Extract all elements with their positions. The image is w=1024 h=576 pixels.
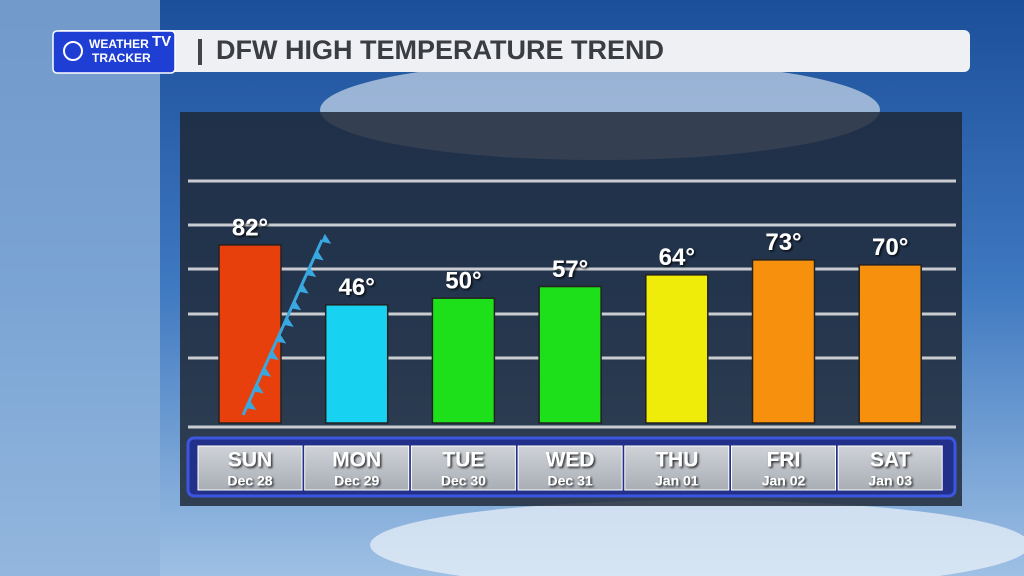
- day-cell: [837, 445, 943, 491]
- day-cell: [731, 445, 836, 491]
- front-barb: [253, 383, 264, 394]
- date-label: Dec 29: [334, 473, 379, 489]
- value-label: 64°: [659, 244, 695, 271]
- bar: [751, 259, 816, 424]
- front-barb: [313, 250, 324, 261]
- cold-front: [241, 233, 332, 416]
- value-label: 73°: [765, 229, 801, 256]
- header-bar: [55, 30, 970, 72]
- bar: [431, 297, 496, 424]
- logo-text: WEATHER: [89, 37, 149, 51]
- bar: [645, 274, 709, 424]
- value-label: 46°: [339, 274, 375, 301]
- date-label: Dec 30: [441, 473, 486, 489]
- day-cell: [624, 445, 730, 491]
- front-barb: [291, 300, 302, 311]
- value-label: 70°: [872, 234, 908, 261]
- chart-title: DFW HIGH TEMPERATURE TREND: [216, 35, 664, 65]
- logo-text: TRACKER: [92, 51, 151, 65]
- x-tick-label: WED: [546, 449, 595, 472]
- front-barb: [298, 283, 309, 294]
- bar: [538, 285, 602, 424]
- value-label: 50°: [445, 268, 481, 295]
- x-tick-label: TUE: [442, 449, 484, 472]
- front-barb: [268, 350, 279, 361]
- front-barb: [283, 316, 294, 327]
- x-tick-label: SAT: [870, 449, 911, 472]
- cloud: [370, 500, 1024, 576]
- front-barb: [246, 400, 257, 410]
- front-barb: [306, 267, 317, 277]
- x-tick-label: FRI: [767, 449, 801, 472]
- x-tick-label: MON: [332, 449, 381, 472]
- day-cell: [197, 445, 303, 491]
- date-label: Jan 03: [868, 473, 912, 489]
- bar: [218, 244, 282, 424]
- side-panel: [0, 0, 160, 576]
- front-barb: [261, 366, 272, 377]
- logo-badge: TV: [152, 33, 171, 50]
- title-divider: [198, 39, 202, 65]
- value-label: 57°: [552, 256, 588, 283]
- front-barb: [276, 333, 287, 344]
- x-tick-label: SUN: [228, 449, 272, 472]
- date-label: Dec 31: [548, 473, 593, 489]
- x-tick-label: THU: [655, 449, 698, 472]
- bar: [858, 264, 922, 424]
- date-label: Dec 28: [227, 473, 272, 489]
- bar: [324, 304, 389, 424]
- day-cell: [517, 445, 623, 491]
- date-label: Jan 02: [762, 473, 806, 489]
- date-label: Jan 01: [655, 473, 699, 489]
- front-barb: [321, 233, 332, 244]
- logo: [52, 30, 176, 74]
- logo-icon: [63, 41, 83, 61]
- value-label: 82°: [232, 214, 268, 241]
- day-cell: [410, 445, 516, 491]
- day-cell: [304, 445, 410, 491]
